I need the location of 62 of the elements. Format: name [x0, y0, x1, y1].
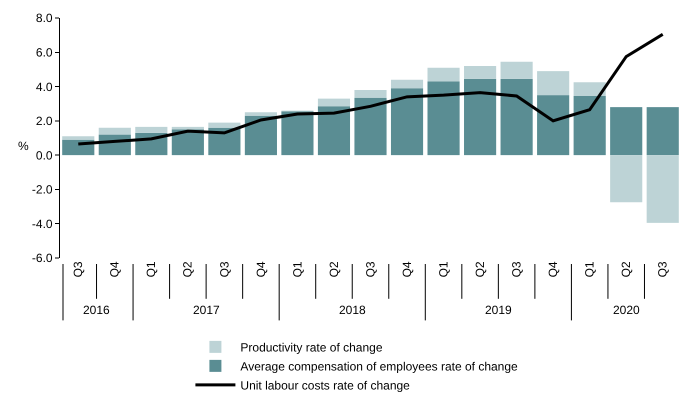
bar	[390, 88, 424, 156]
bar	[244, 116, 277, 156]
y-tick-label: -2.0	[32, 182, 53, 197]
bar	[318, 106, 350, 156]
text: 2019	[485, 303, 512, 317]
x-tick-label: Q3	[510, 261, 524, 278]
y-tick-label: 0.0	[36, 148, 53, 162]
text: 2018	[339, 303, 366, 317]
x-tick-label: Q2	[180, 261, 195, 278]
x-tick-label: Q3	[656, 261, 670, 278]
bar	[172, 126, 204, 130]
bar	[281, 111, 314, 156]
bar	[500, 62, 533, 79]
bar	[427, 81, 460, 156]
x-tick-label: Q2	[472, 261, 487, 278]
bar	[610, 155, 642, 202]
x-tick-label: Q1	[290, 261, 304, 278]
y-tick-label: 8.0	[36, 11, 53, 26]
x-tick-label: Q2	[619, 261, 634, 278]
bar	[98, 128, 131, 135]
bar	[646, 155, 679, 223]
bar	[427, 68, 460, 82]
bar	[574, 82, 606, 96]
bar	[208, 122, 240, 128]
bar	[354, 98, 387, 156]
x-tick-label: Q1	[436, 261, 450, 278]
x-tick-label: Q3	[217, 261, 232, 278]
x-tick-label: Q3	[71, 261, 86, 278]
y-tick-label: 4.0	[36, 80, 53, 94]
legend-label: Productivity rate of change	[240, 340, 383, 355]
legend-label: Unit labour costs rate of change	[240, 378, 410, 393]
x-tick-label: Q1	[582, 261, 597, 278]
bar	[464, 78, 496, 156]
x-tick-label: Q1	[144, 261, 158, 278]
text: 2016	[83, 303, 110, 317]
x-tick-label: Q4	[546, 261, 560, 278]
bar	[464, 66, 496, 79]
y-tick-label: 2.0	[36, 114, 53, 128]
text: 2020	[613, 303, 640, 317]
line-series	[76, 32, 664, 146]
bar	[537, 95, 570, 156]
x-tick-label: Q2	[326, 261, 341, 278]
y-tick-label: -6.0	[32, 251, 53, 266]
bar	[646, 107, 679, 156]
text: 2017	[193, 303, 220, 317]
bar	[500, 78, 533, 156]
bar	[537, 71, 570, 96]
bar	[318, 98, 350, 106]
legend-label: Average compensation of employees rate of change	[240, 360, 518, 374]
y-axis-title: %	[18, 139, 29, 153]
bar	[62, 140, 94, 156]
bar	[354, 90, 387, 98]
bar	[390, 80, 424, 88]
y-tick-label: -4.0	[32, 216, 53, 231]
x-tick-label: Q4	[254, 261, 268, 278]
x-tick-label: Q4	[108, 261, 122, 278]
bar	[574, 96, 606, 156]
bar	[610, 107, 642, 156]
x-tick-label: Q4	[400, 261, 414, 278]
bar	[135, 126, 168, 133]
x-tick-label: Q3	[363, 261, 378, 278]
y-tick-label: 6.0	[36, 45, 53, 60]
